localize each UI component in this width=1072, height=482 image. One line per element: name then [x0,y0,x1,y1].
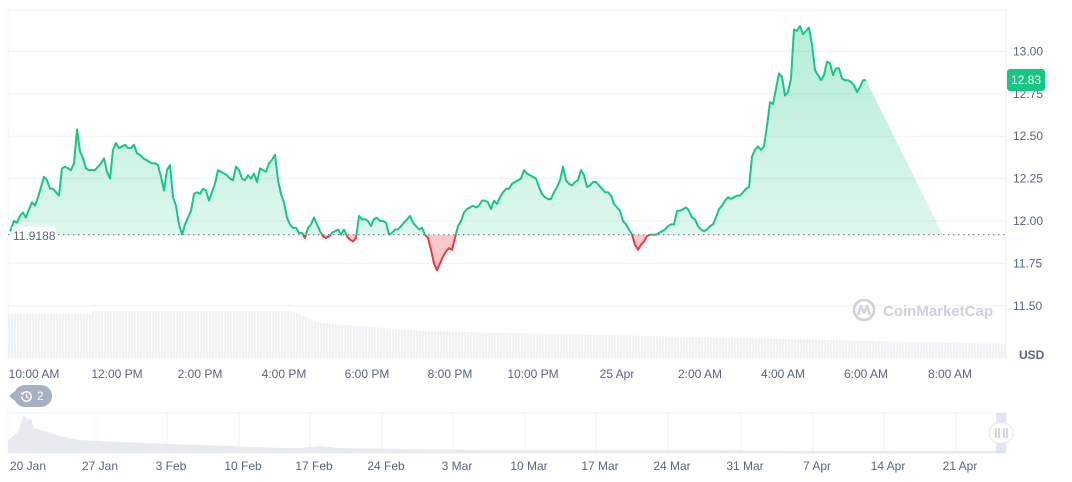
x-tick-label: 8:00 PM [428,367,473,381]
coinmarketcap-watermark: CoinMarketCap [852,298,993,322]
overview-tick-label: 17 Feb [295,459,333,473]
y-tick-label: 12.50 [1013,129,1043,143]
history-count: 2 [37,389,44,403]
history-icon [20,390,32,402]
x-tick-label: 8:00 AM [928,367,972,381]
grid-lines [8,50,1006,307]
overview-tick-label: 20 Jan [10,459,46,473]
current-price-value: 12.83 [1011,73,1041,87]
x-axis: 10:00 AM 12:00 PM 2:00 PM 4:00 PM 6:00 PM 8:0… [9,367,972,381]
x-tick-label: 6:00 AM [844,367,888,381]
baseline-price-label: 11.9188 [13,229,56,243]
y-tick-label: 12.00 [1013,214,1043,228]
price-line-down [181,234,658,272]
overview-tick-label: 10 Mar [510,459,547,473]
navigator-volume-area [8,415,1006,453]
overview-tick-label: 24 Mar [653,459,690,473]
x-tick-label: 25 Apr [600,367,635,381]
x-tick-label: 12:00 PM [91,367,142,381]
overview-tick-label: 3 Mar [442,459,473,473]
overview-tick-label: 17 Mar [581,459,618,473]
overview-x-axis: 20 Jan 27 Jan 3 Feb 10 Feb 17 Feb 24 Feb 3 Mar… [10,459,977,473]
overview-tick-label: 21 Apr [943,459,978,473]
overview-tick-label: 7 Apr [803,459,831,473]
coinmarketcap-logo-icon [852,298,876,322]
y-tick-label: 13.00 [1013,44,1043,58]
x-tick-label: 4:00 PM [262,367,307,381]
navigator-handle[interactable] [988,422,1014,444]
plot-frame [7,9,1007,358]
x-tick-label: 2:00 AM [678,367,722,381]
x-tick-label: 2:00 PM [178,367,223,381]
overview-tick-label: 3 Feb [156,459,187,473]
y-tick-label: 12.25 [1013,172,1043,186]
history-badge[interactable]: 2 [9,385,52,407]
y-tick-label: 11.50 [1013,299,1042,313]
price-area-up [10,26,943,235]
price-line-up [9,25,866,235]
overview-tick-label: 27 Jan [82,459,118,473]
x-tick-label: 6:00 PM [345,367,390,381]
overview-tick-label: 14 Apr [871,459,906,473]
overview-tick-label: 31 Mar [726,459,763,473]
range-navigator[interactable] [7,412,1014,454]
watermark-text: CoinMarketCap [883,303,993,320]
current-price-tag: 12.83 [1007,69,1045,91]
x-tick-label: 10:00 PM [507,367,558,381]
x-tick-label: 4:00 AM [761,367,805,381]
currency-unit-label: USD [1019,348,1045,362]
baseline-label: 11.9188 [12,226,56,243]
volume-bars [8,311,1007,358]
y-tick-label: 11.75 [1013,256,1042,270]
overview-tick-label: 24 Feb [367,459,405,473]
x-tick-label: 10:00 AM [9,367,60,381]
overview-tick-label: 10 Feb [224,459,262,473]
